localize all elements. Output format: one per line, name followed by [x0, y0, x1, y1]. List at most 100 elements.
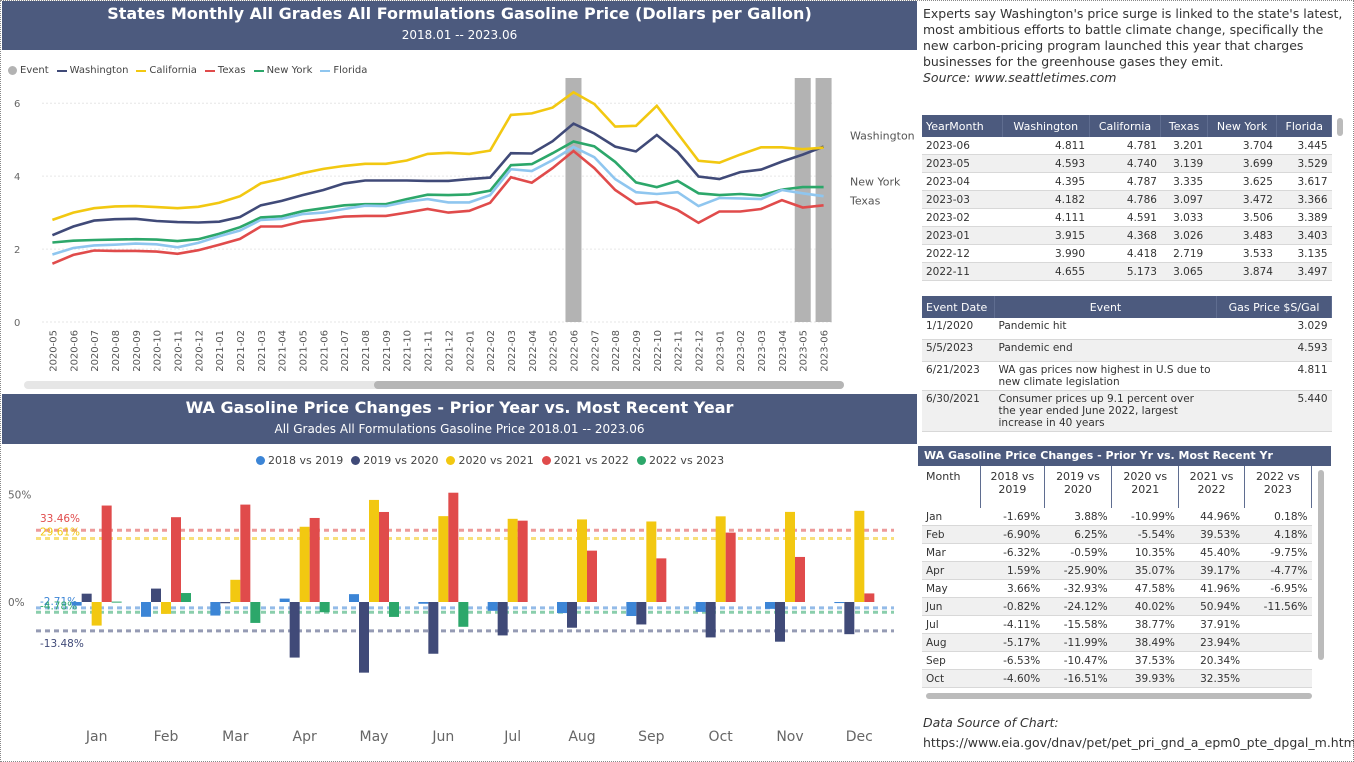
- bar-Apr-2022-vs-2023[interactable]: [319, 602, 330, 613]
- bar-May-2022-vs-2023[interactable]: [389, 602, 399, 617]
- table-row[interactable]: 2023-06 4.811 4.781 3.201 3.704 3.445: [922, 137, 1332, 155]
- bar-Jun-2022-vs-2023[interactable]: [458, 602, 469, 627]
- table-row[interactable]: 2023-03 4.182 4.786 3.097 3.472 3.366: [922, 190, 1332, 209]
- bar-May-2020-vs-2021[interactable]: [369, 499, 379, 602]
- bar-Mar-2019-vs-2020[interactable]: [220, 602, 231, 604]
- column-header[interactable]: Washington: [1002, 115, 1090, 137]
- bar-Jun-2020-vs-2021[interactable]: [438, 516, 449, 602]
- bar-Dec-2020-vs-2021[interactable]: [854, 510, 865, 602]
- pct-table-container[interactable]: Month 2018 vs 2019 2019 vs 2020 2020 vs 202…: [922, 466, 1312, 688]
- legend-item-florida[interactable]: Florida: [320, 65, 367, 76]
- bar-Jul-2020-vs-2021[interactable]: [507, 518, 518, 602]
- column-header[interactable]: 2022 vs 2023: [1244, 466, 1312, 508]
- bar-Oct-2020-vs-2021[interactable]: [715, 516, 726, 602]
- top-chart-horizontal-scrollbar[interactable]: [24, 381, 844, 389]
- price-table-scrollbar[interactable]: [1337, 118, 1343, 136]
- top-line-chart[interactable]: 0 2 4 6 2020-05 2020-06 2020-07 2020-08 2020-09 2…: [2, 50, 917, 380]
- pct-table-vertical-scrollbar[interactable]: [1318, 470, 1324, 660]
- bar-Nov-2021-vs-2022[interactable]: [795, 556, 805, 602]
- bar-Jan-2021-vs-2022[interactable]: [101, 505, 112, 602]
- bar-Oct-2019-vs-2020[interactable]: [705, 602, 716, 638]
- bar-Apr-2021-vs-2022[interactable]: [309, 517, 320, 602]
- column-header[interactable]: Florida: [1276, 115, 1332, 137]
- table-row[interactable]: Jun -0.82% -24.12% 40.02% 50.94% -11.56%: [922, 597, 1312, 616]
- table-row[interactable]: 2023-01 3.915 4.368 3.026 3.483 3.403: [922, 226, 1332, 245]
- pct-table-horizontal-scrollbar[interactable]: [926, 693, 1312, 699]
- event-bar-2023-06[interactable]: [815, 78, 832, 322]
- bar-Nov-2019-vs-2020[interactable]: [775, 602, 785, 642]
- legend-item-washington[interactable]: Washington: [56, 65, 128, 76]
- bar-Jan-2019-vs-2020[interactable]: [81, 593, 92, 602]
- table-row[interactable]: Feb -6.90% 6.25% -5.54% 39.53% 4.18%: [922, 525, 1312, 544]
- table-row[interactable]: 5/5/2023 Pandemic end 4.593: [922, 339, 1332, 362]
- bar-Nov-2020-vs-2021[interactable]: [785, 511, 795, 602]
- table-row[interactable]: May 3.66% -32.93% 47.58% 41.96% -6.95%: [922, 579, 1312, 598]
- bar-Jan-2020-vs-2021[interactable]: [91, 602, 102, 626]
- table-row[interactable]: 2023-02 4.111 4.591 3.033 3.506 3.389: [922, 208, 1332, 227]
- table-row[interactable]: Jul -4.11% -15.58% 38.77% 37.91%: [922, 615, 1312, 634]
- column-header[interactable]: Event Date: [922, 296, 995, 318]
- series-line-new-york[interactable]: [52, 140, 824, 244]
- legend-item-2021-vs-2022[interactable]: 2021 vs 2022: [541, 454, 629, 467]
- bar-Jun-2018-vs-2019[interactable]: [418, 602, 429, 604]
- bar-Feb-2022-vs-2023[interactable]: [181, 593, 191, 602]
- bar-Feb-2020-vs-2021[interactable]: [161, 602, 171, 614]
- bar-Oct-2018-vs-2019[interactable]: [695, 602, 706, 612]
- event-bar-2022-06[interactable]: [565, 78, 582, 322]
- table-row[interactable]: Aug -5.17% -11.99% 38.49% 23.94%: [922, 633, 1312, 652]
- legend-item-new-york[interactable]: New York: [253, 65, 312, 76]
- column-header[interactable]: Month: [922, 466, 981, 508]
- top-chart-legend[interactable]: Event Washington California Texas New York Fl…: [8, 65, 367, 76]
- table-row[interactable]: 2022-11 4.655 5.173 3.065 3.874 3.497: [922, 262, 1332, 281]
- table-row[interactable]: 2022-12 3.990 4.418 2.719 3.533 3.135: [922, 244, 1332, 263]
- table-row[interactable]: 2023-04 4.395 4.787 3.335 3.625 3.617: [922, 172, 1332, 191]
- bar-Dec-2021-vs-2022[interactable]: [864, 593, 875, 602]
- bar-Aug-2019-vs-2020[interactable]: [567, 602, 577, 628]
- bar-Sep-2021-vs-2022[interactable]: [656, 558, 667, 602]
- column-header[interactable]: 2021 vs 2022: [1178, 466, 1245, 508]
- bar-Jan-2022-vs-2023[interactable]: [111, 601, 122, 603]
- bar-Mar-2021-vs-2022[interactable]: [240, 504, 251, 602]
- bar-Sep-2019-vs-2020[interactable]: [636, 602, 647, 625]
- legend-item-california[interactable]: California: [136, 65, 197, 76]
- bar-Jul-2021-vs-2022[interactable]: [517, 520, 528, 602]
- table-row[interactable]: Mar -6.32% -0.59% 10.35% 45.40% -9.75%: [922, 543, 1312, 562]
- bar-Sep-2020-vs-2021[interactable]: [646, 521, 657, 602]
- bar-Feb-2018-vs-2019[interactable]: [141, 602, 151, 617]
- event-table-container[interactable]: Event Date Event Gas Price $S/Gal 1/1/2020…: [922, 296, 1332, 442]
- bar-May-2019-vs-2020[interactable]: [359, 602, 369, 673]
- legend-item-2019-vs-2020[interactable]: 2019 vs 2020: [351, 454, 438, 467]
- column-header[interactable]: YearMonth: [922, 115, 1003, 137]
- legend-item-texas[interactable]: Texas: [204, 65, 246, 76]
- bar-Jul-2019-vs-2020[interactable]: [497, 602, 508, 636]
- table-row[interactable]: 2023-05 4.593 4.740 3.139 3.699 3.529: [922, 154, 1332, 173]
- bar-Sep-2018-vs-2019[interactable]: [626, 602, 637, 617]
- bar-Apr-2020-vs-2021[interactable]: [299, 526, 310, 602]
- scrollbar-thumb[interactable]: [374, 381, 844, 389]
- column-header[interactable]: Event: [994, 296, 1217, 318]
- column-header[interactable]: New York: [1207, 115, 1278, 137]
- bar-Mar-2020-vs-2021[interactable]: [230, 579, 241, 602]
- bar-Feb-2019-vs-2020[interactable]: [151, 588, 161, 602]
- bar-Dec-2018-vs-2019[interactable]: [834, 602, 845, 604]
- table-row[interactable]: Jan -1.69% 3.88% -10.99% 44.96% 0.18%: [922, 508, 1312, 526]
- bar-Apr-2019-vs-2020[interactable]: [289, 602, 300, 658]
- legend-item-2022-vs-2023[interactable]: 2022 vs 2023: [636, 454, 724, 467]
- bar-Apr-2018-vs-2019[interactable]: [279, 598, 290, 602]
- bar-Jun-2019-vs-2020[interactable]: [428, 602, 439, 654]
- price-table-container[interactable]: YearMonth Washington California Texas New Yo…: [922, 115, 1332, 285]
- series-line-washington[interactable]: [51, 122, 825, 237]
- bar-Aug-2020-vs-2021[interactable]: [577, 519, 587, 602]
- column-header[interactable]: 2018 vs 2019: [980, 466, 1045, 508]
- bar-Jun-2021-vs-2022[interactable]: [448, 492, 459, 602]
- table-row[interactable]: Sep -6.53% -10.47% 37.53% 20.34%: [922, 651, 1312, 670]
- bar-Mar-2018-vs-2019[interactable]: [210, 602, 221, 616]
- bar-Mar-2022-vs-2023[interactable]: [250, 602, 261, 623]
- column-header[interactable]: California: [1089, 115, 1162, 137]
- bar-Oct-2021-vs-2022[interactable]: [725, 532, 736, 602]
- column-header[interactable]: 2020 vs 2021: [1111, 466, 1180, 508]
- table-row[interactable]: Oct -4.60% -16.51% 39.93% 32.35%: [922, 669, 1312, 688]
- legend-item-2020-vs-2021[interactable]: 2020 vs 2021: [446, 454, 534, 467]
- legend-item-2018-vs-2019[interactable]: 2018 vs 2019: [256, 454, 343, 467]
- bar-Feb-2021-vs-2022[interactable]: [171, 517, 181, 602]
